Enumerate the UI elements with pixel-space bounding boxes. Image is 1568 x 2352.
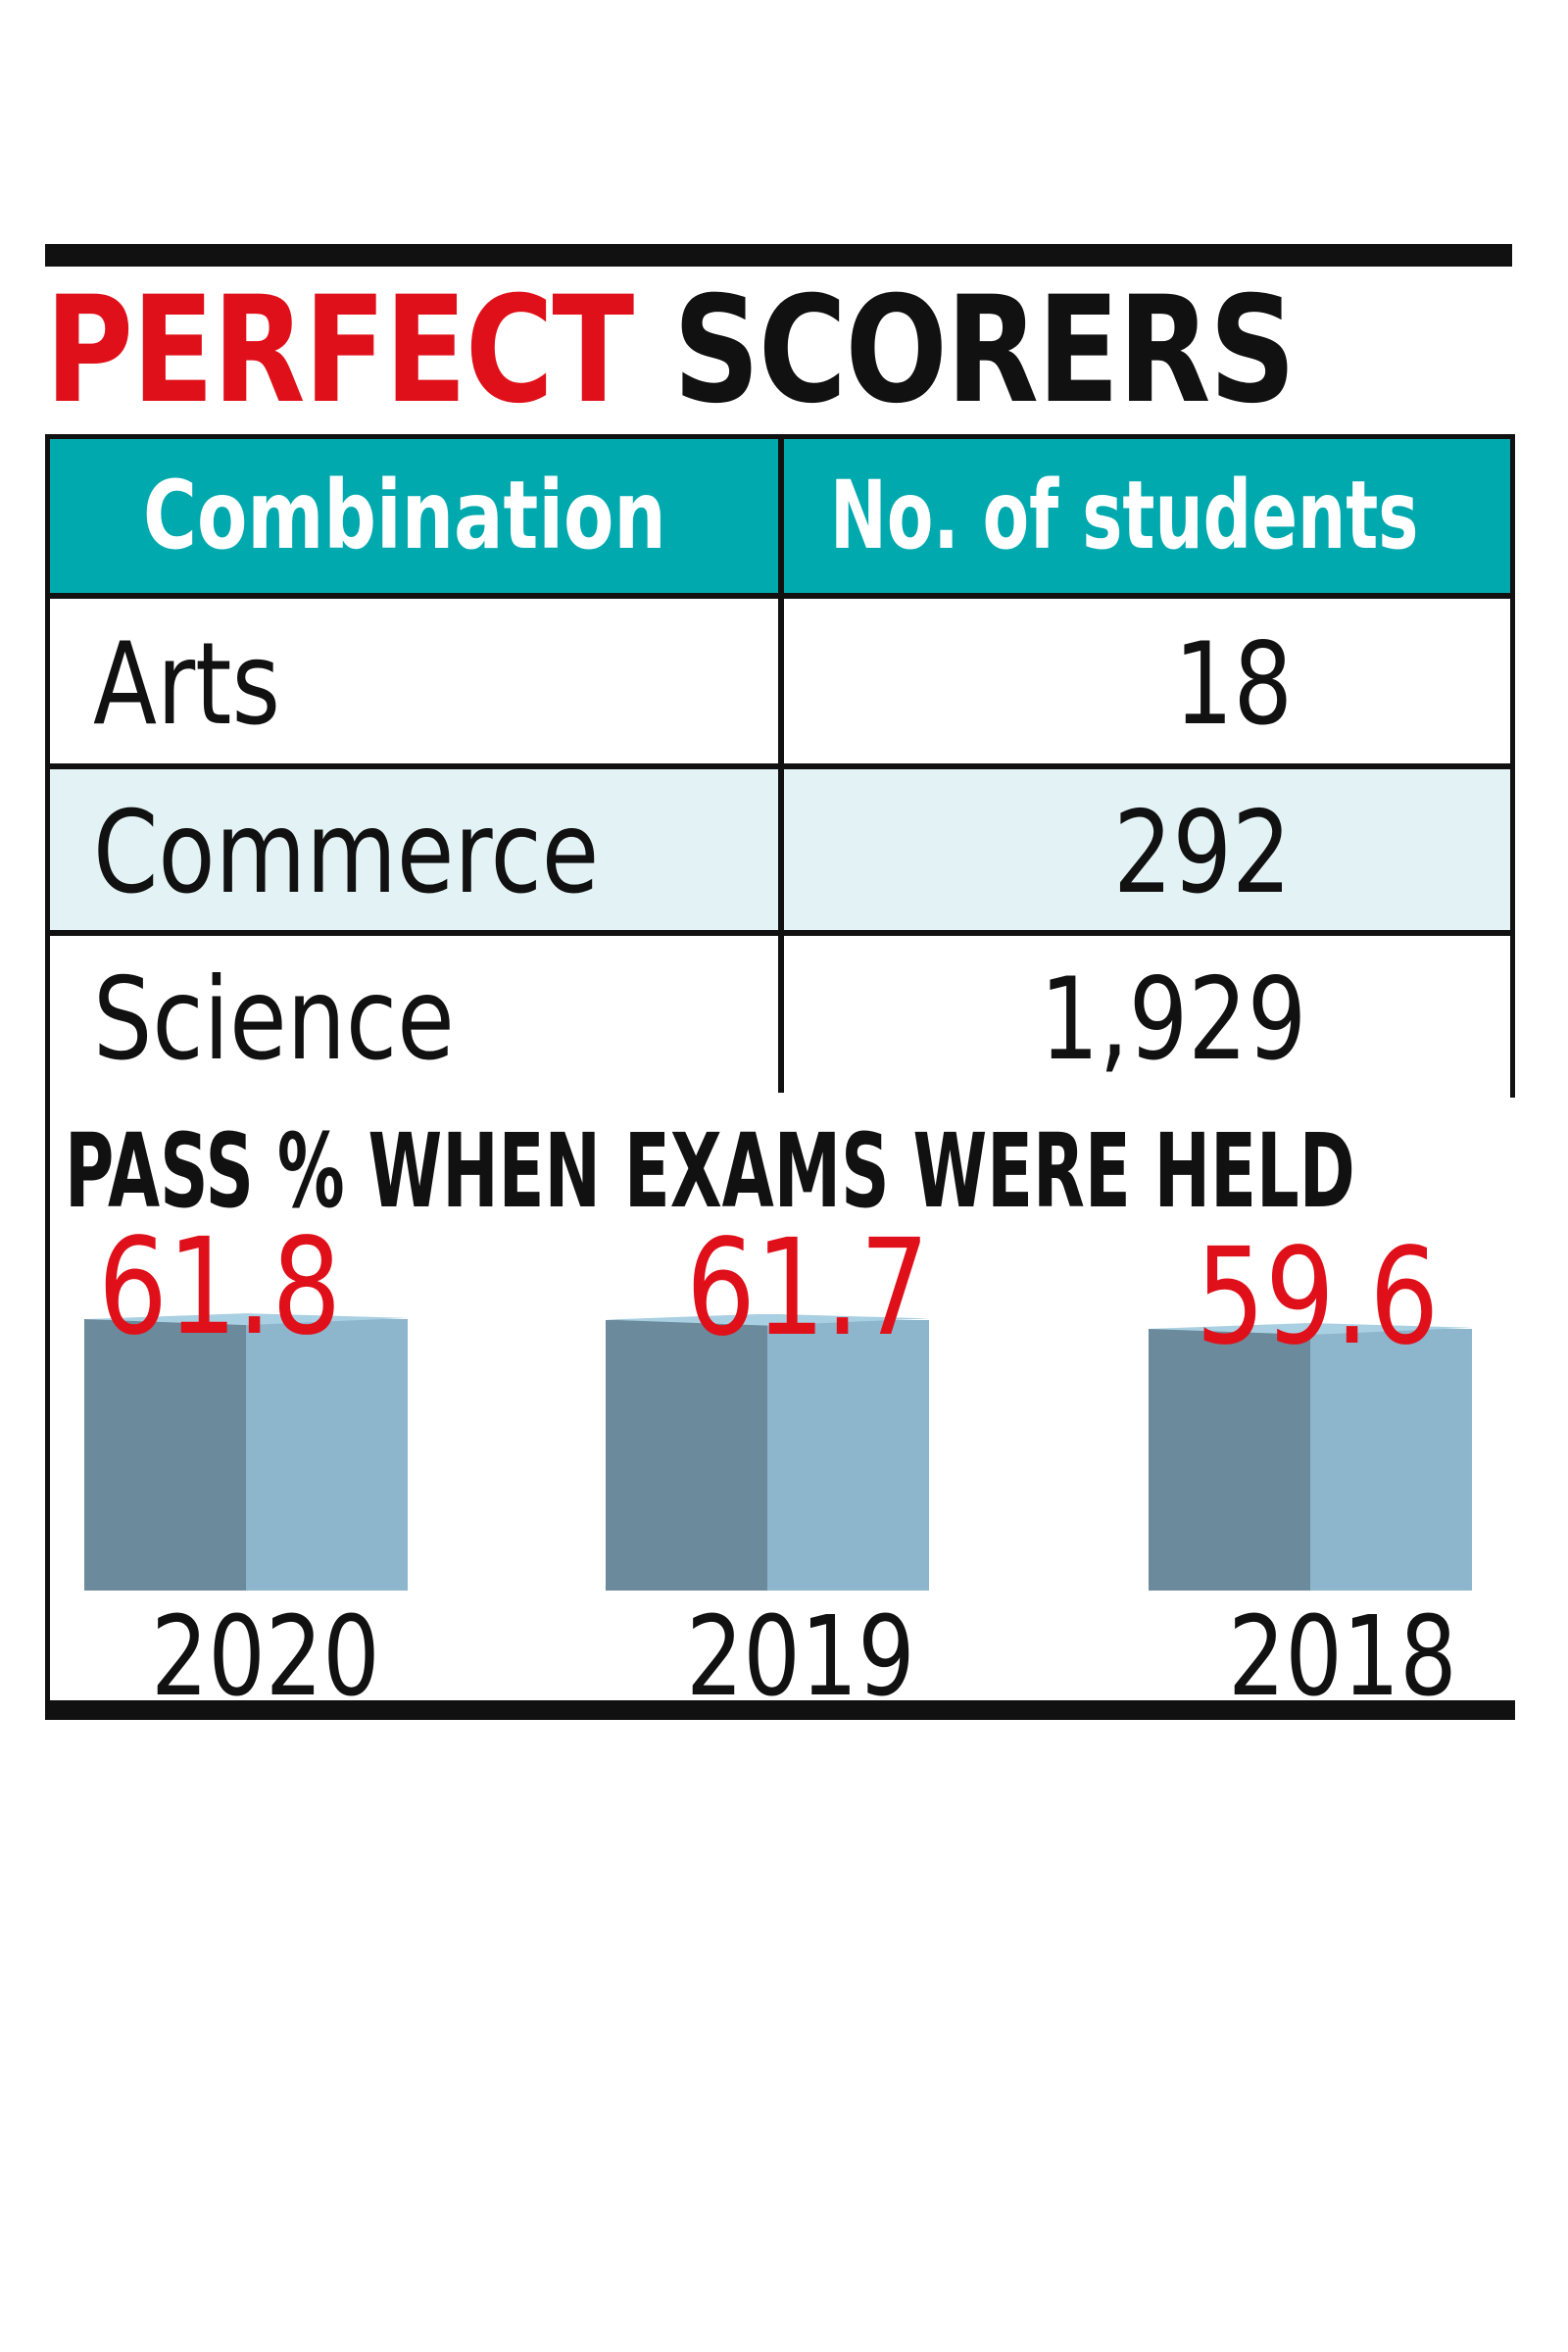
chart-left-border <box>45 1093 50 1705</box>
bar-2018 <box>1149 1322 1472 1591</box>
top-rule <box>45 244 1512 267</box>
bar-2020 <box>84 1313 408 1591</box>
year-label: 2019 <box>686 1593 915 1721</box>
bar-light-face <box>767 1319 929 1591</box>
row-combination: Science <box>93 954 455 1086</box>
header-students: No. of students <box>781 439 1516 595</box>
bar-light-face <box>246 1319 408 1591</box>
value-label: 59.6 <box>1196 1219 1440 1375</box>
bar-light-face <box>1310 1328 1472 1591</box>
perfect-scorers-table: Combination No. of students Arts 18 Comm… <box>45 434 1515 1098</box>
row-combination: Commerce <box>93 787 600 919</box>
row-students: 292 <box>1113 787 1292 919</box>
title-red-part: PERFECT <box>45 266 634 436</box>
header-combination: Combination <box>50 439 781 595</box>
bar-dark-face <box>606 1319 767 1591</box>
bottom-rule <box>45 1700 1515 1720</box>
title-black-part: SCORERS <box>672 266 1297 436</box>
pass-percentage-chart: 61.8 2020 61.7 2019 59.6 2018 <box>0 1176 1568 1712</box>
bar-dark-face <box>1149 1328 1310 1591</box>
bar-dark-face <box>84 1319 246 1591</box>
year-label: 2020 <box>151 1593 380 1721</box>
value-label: 61.7 <box>686 1210 930 1366</box>
bar-2019 <box>606 1313 929 1591</box>
header-label: No. of students <box>830 461 1419 570</box>
row-students: 1,929 <box>1040 954 1307 1086</box>
value-label: 61.8 <box>98 1210 342 1366</box>
page-title: PERFECT SCORERS <box>45 277 1568 424</box>
chart-title: PASS % WHEN EXAMS WERE HELD <box>65 1117 1568 1225</box>
chart-title-text: PASS % WHEN EXAMS WERE HELD <box>65 1111 1355 1231</box>
table-row: Commerce 292 <box>50 769 1510 930</box>
year-label: 2018 <box>1228 1593 1457 1721</box>
header-label: Combination <box>143 461 666 570</box>
row-combination: Arts <box>93 618 281 751</box>
row-students: 18 <box>1174 618 1294 751</box>
